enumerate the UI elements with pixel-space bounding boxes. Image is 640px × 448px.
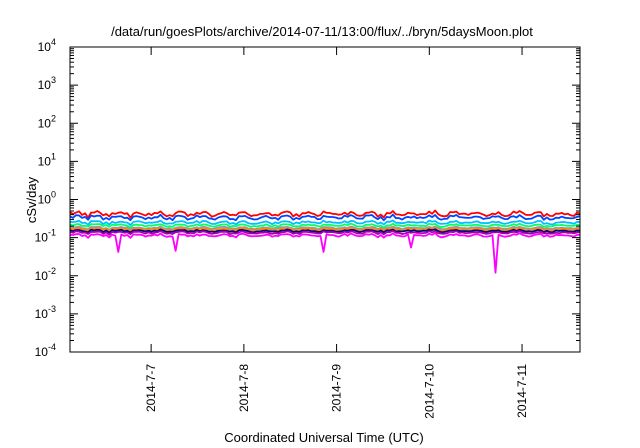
y-tick-label: 104 <box>38 37 56 54</box>
series-line-7 <box>69 228 581 234</box>
series-line-2 <box>69 213 581 222</box>
series-line-6 <box>69 226 581 233</box>
plot-frame <box>69 46 581 353</box>
y-tick-label: 10-3 <box>35 304 56 321</box>
x-tick-label: 2014-7-9 <box>330 364 344 412</box>
series-line-5 <box>69 225 581 231</box>
x-tick-label: 2014-7-11 <box>515 364 529 418</box>
x-tick-label: 2014-7-8 <box>237 364 251 412</box>
y-tick-label: 10-1 <box>35 228 56 245</box>
series-line-8 <box>69 230 581 236</box>
y-tick-label: 102 <box>38 113 56 130</box>
series-line-9 <box>69 232 581 274</box>
series-line-4 <box>69 222 581 229</box>
y-axis-label: cSv/day <box>24 176 39 223</box>
series-line-3 <box>69 219 581 226</box>
chart-title: /data/run/goesPlots/archive/2014-07-11/1… <box>111 24 533 39</box>
y-axis-ticks: 10-4 10-3 10-2 10-1 100 101 102 103 104 <box>35 37 580 359</box>
x-tick-label: 2014-7-7 <box>144 364 158 412</box>
y-tick-label: 103 <box>38 75 56 92</box>
y-tick-label: 100 <box>38 190 56 207</box>
series-line-1 <box>69 209 581 219</box>
x-tick-label: 2014-7-10 <box>422 364 436 419</box>
x-axis-label: Coordinated Universal Time (UTC) <box>224 430 423 445</box>
x-axis-ticks: 2014-7-7 2014-7-8 2014-7-9 2014-7-10 2014-7-… <box>144 47 529 419</box>
y-tick-label: 10-2 <box>35 266 56 283</box>
plot-area <box>69 209 581 274</box>
y-tick-label: 101 <box>38 151 56 168</box>
y-tick-label: 10-4 <box>35 342 56 359</box>
